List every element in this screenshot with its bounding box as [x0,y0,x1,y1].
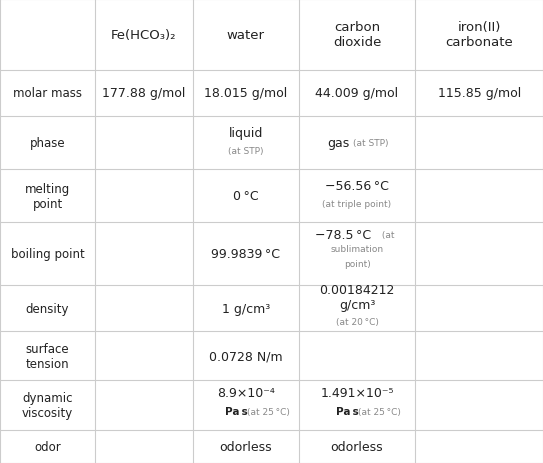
Text: −56.56 °C: −56.56 °C [325,179,389,193]
Text: −78.5 °C: −78.5 °C [315,228,371,241]
Text: (at STP): (at STP) [353,139,388,148]
Text: 177.88 g/mol: 177.88 g/mol [102,87,186,100]
Text: 44.009 g/mol: 44.009 g/mol [315,87,399,100]
Text: 1.491×10⁻⁵: 1.491×10⁻⁵ [320,387,394,400]
Text: carbon
dioxide: carbon dioxide [333,21,381,49]
Text: g/cm³: g/cm³ [339,299,375,312]
Text: molar mass: molar mass [13,87,82,100]
Text: phase: phase [30,137,65,150]
Text: 18.015 g/mol: 18.015 g/mol [204,87,287,100]
Text: point): point) [344,260,370,269]
Text: surface
tension: surface tension [26,342,70,370]
Text: dynamic
viscosity: dynamic viscosity [22,391,73,419]
Text: boiling point: boiling point [11,247,84,261]
Text: Fe(HCO₃)₂: Fe(HCO₃)₂ [111,29,176,42]
Text: (at: (at [379,230,395,239]
Text: 1 g/cm³: 1 g/cm³ [222,302,270,315]
Text: liquid: liquid [229,126,263,140]
Text: 8.9×10⁻⁴: 8.9×10⁻⁴ [217,387,275,400]
Text: odorless: odorless [331,440,383,453]
Text: (at triple point): (at triple point) [323,200,392,209]
Text: gas: gas [327,137,350,150]
Text: 0 °C: 0 °C [233,189,258,203]
Text: density: density [26,302,70,315]
Text: odor: odor [34,440,61,453]
Text: (at 25 °C): (at 25 °C) [358,407,401,416]
Text: (at STP): (at STP) [228,147,263,156]
Text: iron(II)
carbonate: iron(II) carbonate [445,21,513,49]
Text: (at 25 °C): (at 25 °C) [247,407,290,416]
Text: 0.00184212: 0.00184212 [319,283,395,296]
Text: 0.0728 N/m: 0.0728 N/m [209,349,282,363]
Text: Pa s: Pa s [336,406,358,416]
Text: Pa s: Pa s [225,406,248,416]
Text: (at 20 °C): (at 20 °C) [336,317,378,326]
Text: water: water [227,29,265,42]
Text: melting
point: melting point [25,182,70,210]
Text: 115.85 g/mol: 115.85 g/mol [438,87,521,100]
Text: odorless: odorless [219,440,272,453]
Text: 99.9839 °C: 99.9839 °C [211,247,280,261]
Text: sublimation: sublimation [331,245,383,254]
